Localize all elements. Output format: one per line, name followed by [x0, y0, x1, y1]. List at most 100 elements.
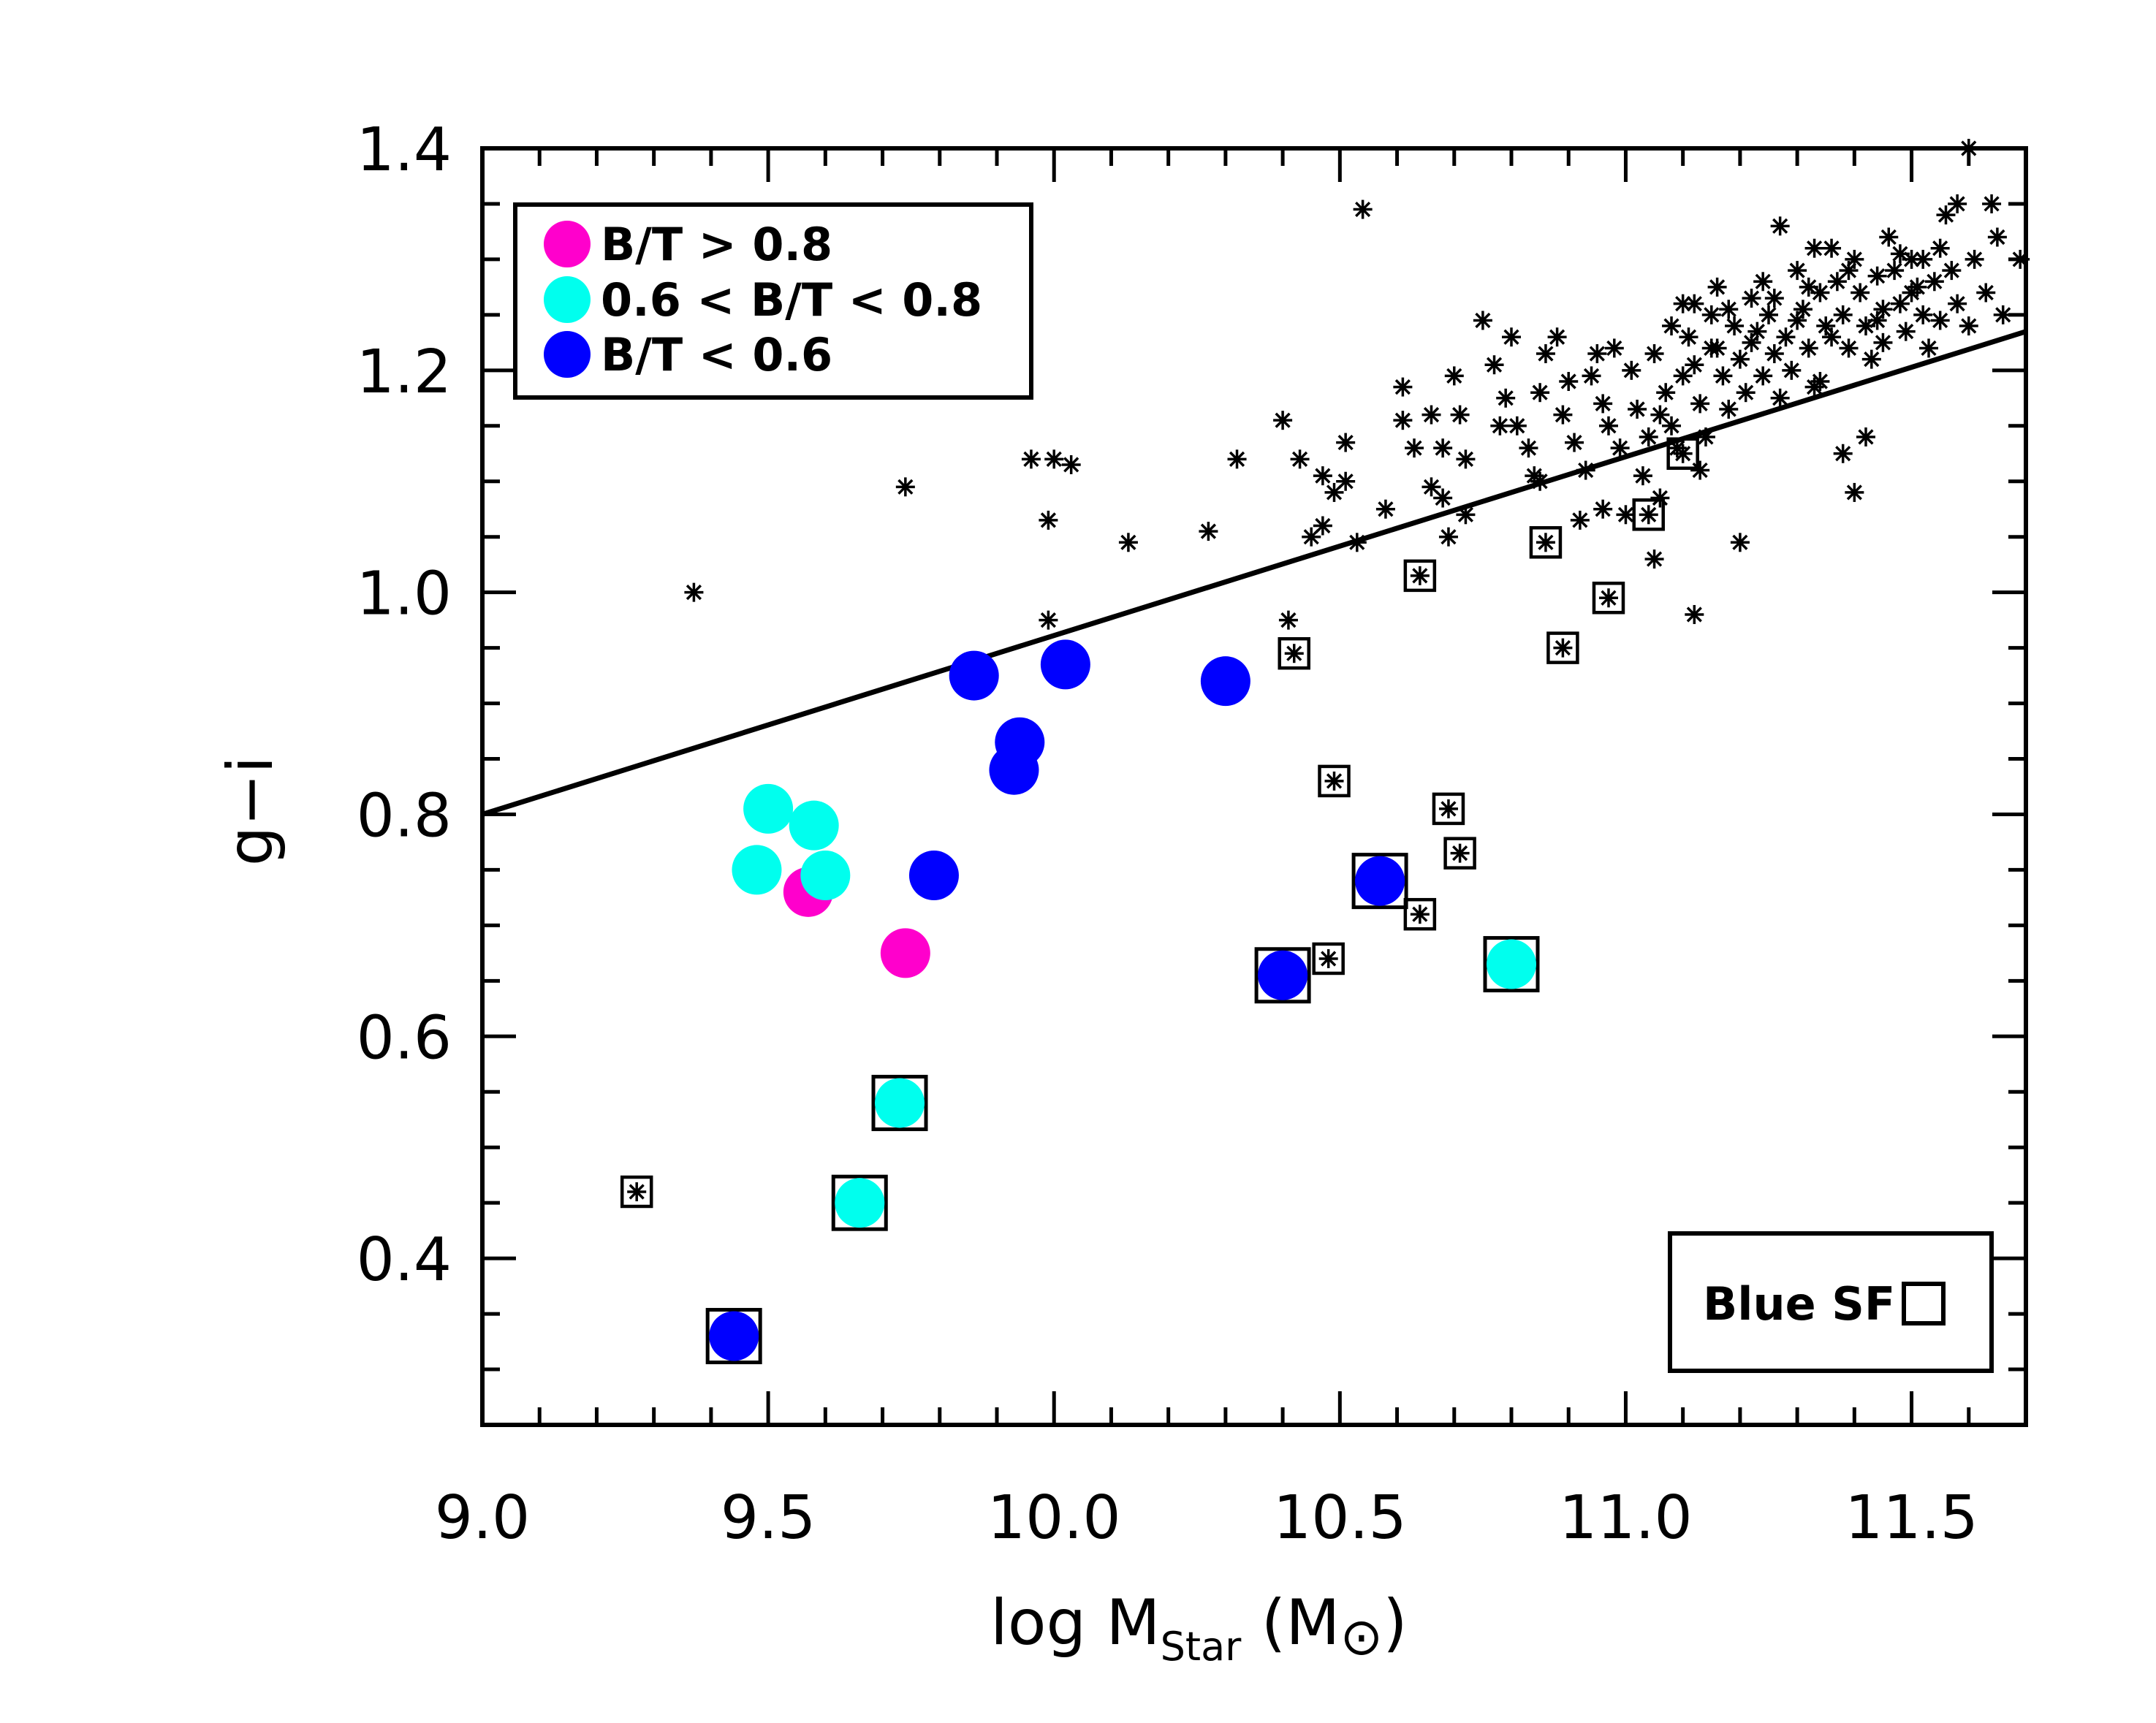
asterisk-stroke	[1732, 351, 1748, 368]
asterisk-stroke	[1852, 284, 1868, 301]
asterisk-stroke	[1835, 307, 1851, 323]
asterisk-stroke	[1761, 307, 1777, 323]
asterisk-point	[1701, 305, 1721, 324]
asterisk-point	[1530, 471, 1550, 491]
asterisk-point	[1444, 366, 1464, 386]
asterisk-stroke	[1595, 501, 1611, 517]
asterisk-point	[1536, 344, 1555, 364]
asterisk-stroke	[1520, 440, 1537, 456]
asterisk-point	[1353, 199, 1373, 219]
asterisk-point	[1456, 505, 1476, 525]
legend-label-bt-mid: 0.6 < B/T < 0.8	[601, 273, 982, 327]
sun-symbol-icon: ⊙	[1340, 1607, 1383, 1667]
x-axis-title-unit-open: (M	[1241, 1586, 1340, 1659]
asterisk-stroke	[1441, 529, 1457, 545]
asterisk-stroke	[1046, 451, 1062, 467]
asterisk-point	[1867, 311, 1887, 330]
asterisk-stroke	[1629, 401, 1645, 417]
asterisk-stroke	[1743, 290, 1760, 306]
asterisk-point	[1719, 399, 1739, 419]
asterisk-point	[1788, 261, 1807, 281]
asterisk-point	[1851, 283, 1870, 303]
asterisk-point	[1719, 300, 1739, 319]
asterisk-stroke	[1200, 523, 1217, 539]
asterisk-point	[1839, 261, 1859, 281]
blue-sf-box	[1312, 942, 1345, 975]
asterisk-point	[1490, 416, 1510, 435]
legend-blue-sf-box	[1668, 1231, 1994, 1373]
asterisk-stroke	[1509, 418, 1525, 434]
asterisk-stroke	[1870, 312, 1886, 329]
asterisk-stroke	[1812, 373, 1828, 389]
blue-sf-box	[1592, 581, 1625, 615]
asterisk-point	[1553, 405, 1573, 425]
asterisk-stroke	[1675, 446, 1691, 462]
x-axis-title-main: log M	[990, 1586, 1161, 1659]
asterisk-point	[1885, 261, 1905, 281]
data-points	[620, 139, 2030, 1364]
asterisk-point	[1021, 449, 1041, 469]
asterisk-point	[1930, 311, 1950, 330]
asterisk-point	[1278, 610, 1298, 630]
asterisk-stroke	[1452, 845, 1468, 862]
asterisk-stroke	[1880, 229, 1897, 246]
asterisk-point	[1679, 327, 1698, 347]
asterisk-stroke	[1892, 246, 1908, 262]
asterisk-stroke	[1738, 384, 1754, 400]
asterisk-point	[1924, 272, 1944, 292]
asterisk-stroke	[1949, 296, 1965, 312]
asterisk-stroke	[1578, 462, 1594, 479]
asterisk-point	[1948, 294, 1967, 313]
asterisk-point	[1770, 216, 1790, 236]
point-bt-low	[949, 650, 999, 701]
asterisk-stroke	[1927, 273, 1943, 289]
asterisk-point	[1856, 427, 1875, 446]
asterisk-point	[1673, 366, 1693, 386]
asterisk-stroke	[1801, 279, 1817, 295]
point-bt-low	[709, 1311, 759, 1361]
asterisk-point	[1799, 338, 1818, 358]
asterisk-stroke	[1766, 346, 1783, 362]
asterisk-point	[1421, 405, 1441, 425]
asterisk-point	[1696, 427, 1715, 446]
asterisk-stroke	[1601, 590, 1617, 606]
asterisk-stroke	[1680, 329, 1697, 345]
asterisk-point	[1845, 482, 1864, 502]
asterisk-point	[1707, 277, 1727, 297]
asterisk-stroke	[1566, 434, 1582, 451]
asterisk-stroke	[1663, 318, 1679, 334]
blue-sf-box	[1483, 936, 1540, 993]
asterisk-point	[1662, 316, 1682, 336]
asterisk-stroke	[1532, 473, 1548, 490]
asterisk-point	[1336, 433, 1356, 452]
asterisk-stroke	[1538, 346, 1554, 362]
legend-swatch-bt-low	[544, 331, 591, 378]
y-tick-label: 0.4	[357, 1225, 452, 1295]
asterisk-point	[1753, 272, 1773, 292]
asterisk-point	[1473, 311, 1492, 330]
point-bt-low	[1040, 639, 1090, 690]
asterisk-point	[1879, 227, 1899, 247]
blue-sf-box	[620, 1175, 653, 1209]
asterisk-stroke	[1394, 379, 1411, 395]
asterisk-stroke	[1623, 362, 1639, 379]
asterisk-point	[1799, 277, 1818, 297]
asterisk-stroke	[1663, 418, 1679, 434]
point-bt-mid	[743, 783, 794, 834]
asterisk-stroke	[897, 479, 914, 495]
asterisk-stroke	[1698, 429, 1714, 445]
asterisk-point	[1930, 238, 1950, 258]
asterisk-stroke	[1641, 506, 1657, 522]
asterisk-point	[1576, 460, 1595, 480]
asterisk-point	[1313, 466, 1332, 486]
asterisk-stroke	[1789, 262, 1805, 278]
asterisk-point	[1502, 327, 1521, 347]
asterisk-point	[1713, 366, 1733, 386]
asterisk-stroke	[1572, 512, 1588, 528]
asterisk-point	[1565, 433, 1584, 452]
asterisk-stroke	[1595, 395, 1611, 411]
asterisk-stroke	[1709, 279, 1726, 295]
asterisk-point	[1759, 305, 1778, 324]
asterisk-point	[1861, 349, 1881, 369]
asterisk-point	[1782, 360, 1802, 380]
